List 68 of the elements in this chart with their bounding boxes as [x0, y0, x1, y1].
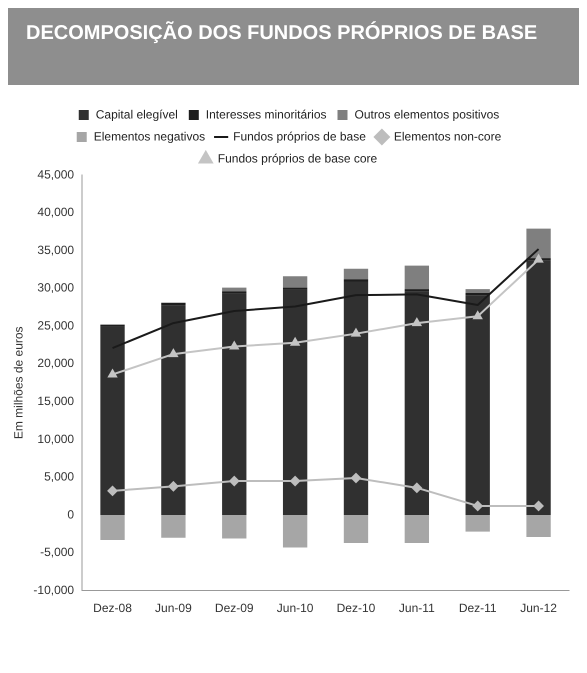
bar: [404, 266, 430, 290]
x-tick-label: Dez-10: [336, 601, 376, 616]
point: [108, 486, 118, 496]
bar: [100, 515, 125, 540]
bar: [161, 306, 186, 516]
bar: [222, 288, 246, 292]
x-tick-label: Dez-08: [93, 601, 132, 616]
bar: [526, 515, 551, 537]
bar: [466, 289, 490, 293]
y-tick-label: 40,000: [37, 205, 74, 220]
point: [290, 476, 300, 486]
x-tick-label: Jun-12: [520, 601, 558, 616]
x-tick-label: Dez-11: [458, 601, 497, 616]
bar: [526, 228, 551, 258]
point: [229, 476, 240, 486]
bar: [404, 291, 430, 516]
point: [290, 338, 300, 346]
bar: [100, 326, 125, 516]
x-tick-label: Dez-09: [214, 601, 254, 616]
bar: [466, 515, 490, 532]
bar: [404, 515, 430, 543]
legend-label: Elementos negativos: [94, 129, 206, 144]
point: [412, 482, 422, 493]
bar: [344, 515, 368, 543]
point: [168, 349, 178, 358]
point: [230, 342, 239, 350]
x-tick-label: Jun-09: [155, 601, 192, 616]
x-tick-label: Jun-10: [276, 601, 314, 616]
bar: [282, 515, 308, 548]
point: [412, 318, 422, 326]
y-axis-title: Em milhões de euros: [12, 326, 26, 440]
y-tick-label: 30,000: [37, 280, 74, 295]
legend-label: Fundos próprios de base core: [218, 151, 378, 166]
bar: [161, 515, 186, 538]
y-tick-label: 35,000: [37, 242, 74, 257]
legend-label: Outros elementos positivos: [354, 107, 500, 122]
point: [472, 500, 483, 511]
point: [534, 254, 544, 263]
legend-label: Capital elegível: [96, 107, 178, 122]
point: [108, 369, 117, 378]
y-tick-label: 20,000: [37, 356, 74, 370]
y-tick-label: 10,000: [37, 432, 74, 446]
legend-label: Fundos próprios de base: [233, 129, 366, 144]
point: [168, 481, 178, 492]
y-tick-label: -10,000: [33, 582, 74, 597]
x-tick-label: Jun-11: [398, 601, 436, 616]
point: [473, 311, 482, 320]
legend-label: Elementos non-core: [394, 129, 502, 144]
bar: [161, 302, 186, 306]
point: [352, 328, 360, 337]
bar: [282, 276, 308, 288]
y-tick-label: 15,000: [37, 394, 74, 408]
bar: [222, 515, 246, 538]
point: [350, 473, 361, 484]
bar: [344, 268, 368, 280]
y-tick-label: 25,000: [37, 318, 74, 332]
y-tick-label: 5,000: [44, 470, 74, 484]
y-tick-label: 0: [67, 507, 74, 522]
bar: [222, 294, 246, 516]
bar: [526, 260, 551, 516]
y-tick-label: 45,000: [37, 167, 74, 182]
bar: [282, 290, 308, 516]
bar: [344, 282, 368, 516]
bar: [466, 295, 490, 516]
y-tick-label: -5,000: [40, 545, 74, 560]
chart-title: DECOMPOSIÇÃO DOS FUNDOS PRÓPRIOS DE BASE: [8, 8, 579, 85]
point: [534, 500, 544, 511]
legend-label: Interesses minoritários: [206, 107, 327, 122]
